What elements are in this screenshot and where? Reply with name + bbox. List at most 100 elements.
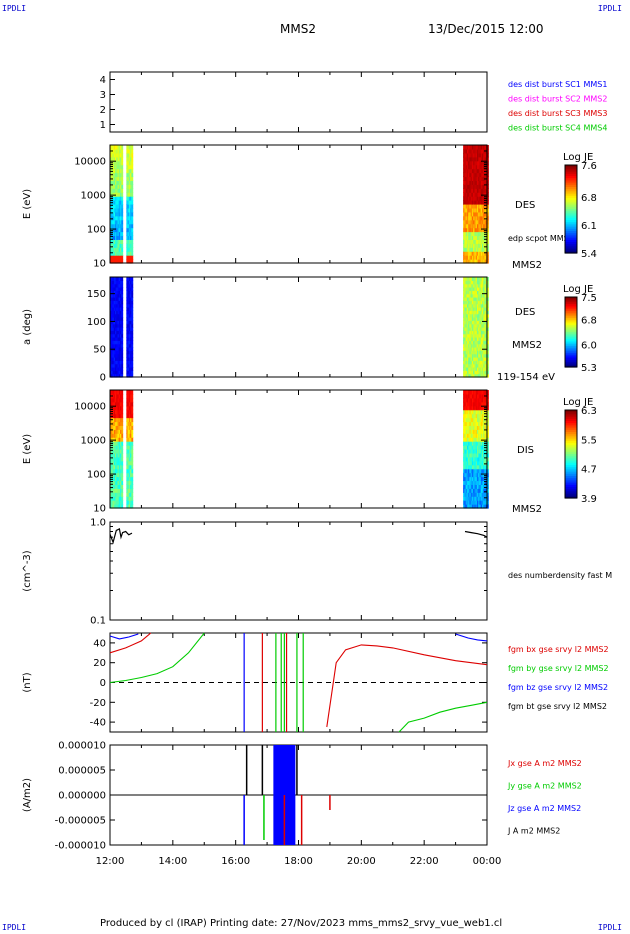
heatmap-cell [466,320,469,325]
heatmap-cell [483,350,486,355]
heatmap-cell [121,287,124,291]
heatmap-cell [479,468,482,474]
heatmap-cell [487,340,489,345]
heatmap-cell [463,277,465,281]
heatmap-cell [112,235,115,240]
legend-entry-burst: des dist burst SC4 MMS4 [508,124,607,133]
heatmap-cell [469,204,472,209]
corner-tag-top-right: IPDLI [597,4,622,13]
heatmap-cell [111,310,114,315]
heatmap-cell [113,468,116,474]
heatmap-cell [127,320,130,325]
heatmap-cell [115,484,117,489]
heatmap-cell [470,476,473,482]
heatmap-cell [487,360,489,365]
y-axis-label-pitch: a (deg) [22,309,33,345]
colorbar-swatch [565,333,577,337]
heatmap-cell [112,390,115,395]
heatmap-cell [483,277,486,281]
heatmap-cell [487,343,489,348]
heatmap-cell [474,231,477,237]
heatmap-cell [117,488,120,493]
heatmap-cell [473,307,476,311]
heatmap-cell [128,251,131,256]
heatmap-cell [127,283,130,288]
heatmap-cell [468,287,471,291]
heatmap-cell [473,363,476,368]
heatmap-cell [121,310,124,315]
heatmap-cell [113,333,116,338]
heatmap-cell [112,283,115,288]
heatmap-cell [112,373,115,378]
heatmap-cell [473,200,476,205]
heatmap-cell [113,168,116,174]
legend-entry-field: fgm bx gse srvy l2 MMS2 [508,645,609,654]
x-tick-label: 16:00 [221,856,250,867]
colorbar-swatch [565,418,577,422]
heatmap-cell [466,464,469,470]
heatmap-cell [478,456,481,462]
heatmap-cell [483,255,486,260]
heatmap-cell [111,313,114,318]
heatmap-cell [468,323,471,328]
heatmap-cell [117,259,120,264]
heatmap-cell [474,393,477,399]
heatmap-cell [128,452,131,458]
heatmap-cell [474,200,477,205]
heatmap-cell [115,433,117,438]
heatmap-cell [118,303,121,308]
heatmap-cell [130,310,132,315]
heatmap-cell [128,397,131,403]
colorbar-tick-label-1: 6.1 [581,221,597,232]
heatmap-cell [481,184,484,189]
heatmap-cell [115,303,117,308]
heatmap-cell [469,441,472,446]
heatmap-cell [468,367,471,371]
heatmap-cell [468,223,471,229]
heatmap-cell [469,243,472,248]
heatmap-cell [483,211,486,217]
heatmap-cell [479,357,482,361]
heatmap-cell [118,200,121,205]
heatmap-cell [110,413,112,419]
heatmap-cell [464,409,467,415]
heatmap-cell [464,251,467,256]
heatmap-cell [487,405,489,411]
heatmap-cell [468,393,471,399]
heatmap-cell [128,247,131,252]
heatmap-cell [112,231,115,237]
heatmap-cell [120,148,122,154]
heatmap-cell [131,405,134,411]
heatmap-cell [463,204,465,209]
heatmap-cell [473,360,476,365]
heatmap-cell [464,363,467,368]
heatmap-cell [483,363,486,368]
heatmap-cell [121,393,124,399]
heatmap-cell [471,239,474,244]
heatmap-cell [478,255,481,260]
heatmap-cell [128,449,131,454]
heatmap-cell [478,330,481,335]
heatmap-cell [127,347,130,351]
heatmap-cell [110,188,112,193]
heatmap-cell [474,287,477,291]
heatmap-cell [480,287,483,291]
heatmap-cell [131,156,134,162]
heatmap-cell [115,480,117,485]
heatmap-cell [113,283,116,288]
heatmap-cell [484,277,487,281]
colorbar-swatch [565,302,577,305]
heatmap-cell [465,350,468,355]
heatmap-cell [473,496,476,501]
heatmap-cell [117,148,120,154]
heatmap-cell [463,172,465,178]
heatmap-cell [463,207,465,213]
heatmap-cell [110,449,112,454]
heatmap-cell [478,188,481,193]
heatmap-cell [112,200,115,205]
legend-entry-field: fgm by gse srvy l2 MMS2 [508,664,609,673]
heatmap-cell [112,421,115,426]
colorbar-swatch [565,189,577,192]
heatmap-cell [121,347,124,351]
heatmap-cell [115,283,117,288]
